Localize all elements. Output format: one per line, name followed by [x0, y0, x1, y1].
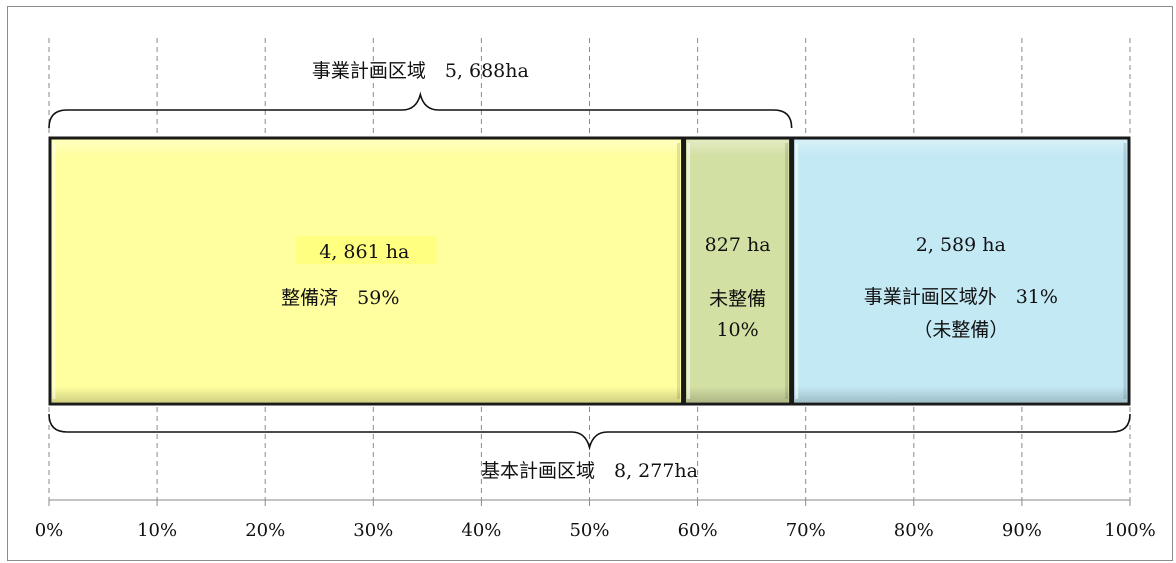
- x-tick-label: 50%: [569, 520, 609, 541]
- x-tick-label: 10%: [137, 520, 177, 541]
- x-tick-label: 20%: [245, 520, 285, 541]
- segment-sub-label: （未整備）: [913, 319, 1008, 341]
- segment-category-label: 未整備: [709, 288, 766, 310]
- x-tick-label: 80%: [894, 520, 934, 541]
- x-tick-label: 70%: [786, 520, 826, 541]
- bar-bevel: [52, 140, 681, 402]
- segment-category-label: 事業計画区域外 31%: [864, 286, 1058, 308]
- brace-top-label: 事業計画区域 5, 688ha: [312, 60, 529, 82]
- bar-bevel: [794, 140, 1127, 402]
- x-tick-label: 100%: [1104, 520, 1155, 541]
- brace-bottom: [48, 413, 1131, 451]
- x-tick-label: 60%: [678, 520, 718, 541]
- x-tick-label: 40%: [461, 520, 501, 541]
- segment-percent-label: 10%: [716, 319, 758, 341]
- chart-frame: [7, 6, 1173, 561]
- brace-top: [48, 91, 793, 129]
- segment-value-label: 4, 861 ha: [319, 241, 409, 263]
- label-highlight: [296, 236, 437, 264]
- brace-bottom-label: 基本計画区域 8, 277ha: [481, 460, 698, 482]
- bar-bevel: [686, 140, 789, 402]
- segment-value-label: 827 ha: [705, 234, 771, 256]
- segment-category-label: 整備済 59%: [281, 287, 399, 309]
- x-tick-label: 0%: [35, 520, 64, 541]
- segment-value-label: 2, 589 ha: [916, 234, 1006, 256]
- x-tick-label: 90%: [1002, 520, 1042, 541]
- x-tick-label: 30%: [353, 520, 393, 541]
